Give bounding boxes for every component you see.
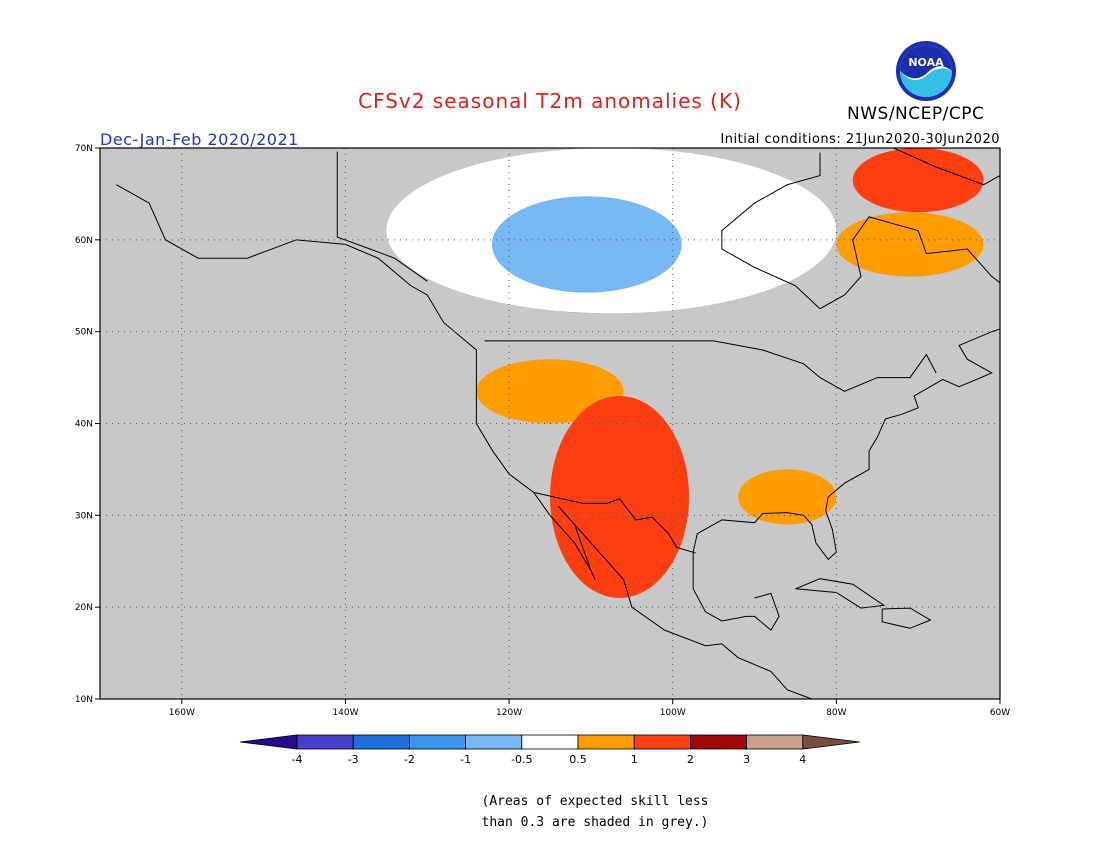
coastline-1 xyxy=(692,152,1000,631)
initial-conditions: Initial conditions: 21Jun2020-30Jun2020 xyxy=(720,132,1000,147)
colorbar-label: 3 xyxy=(743,753,750,766)
colorbar-box xyxy=(746,734,804,750)
lon-tick-label: 60W xyxy=(990,708,1010,718)
colorbar-label: -3 xyxy=(348,753,359,766)
lat-tick-label: 50N xyxy=(75,328,93,338)
coastline-4 xyxy=(336,151,428,282)
anomaly-region-6 xyxy=(836,212,984,277)
lat-tick-label: 70N xyxy=(75,144,93,154)
skill-note: (Areas of expected skill less than 0.3 a… xyxy=(0,791,1100,833)
anomaly-region-2 xyxy=(476,359,624,424)
colorbar-box xyxy=(296,734,354,750)
colorbar-label: 2 xyxy=(687,753,694,766)
period-label: Dec-Jan-Feb 2020/2021 xyxy=(100,130,299,149)
lon-tick-label: 160W xyxy=(169,708,195,718)
colorbar-box xyxy=(465,734,523,750)
lat-tick-label: 40N xyxy=(75,420,93,430)
colorbar-label: 1 xyxy=(631,753,638,766)
anomaly-region-cool-core xyxy=(491,196,682,293)
colorbar-box xyxy=(577,734,635,750)
coastline-7 xyxy=(893,148,1000,186)
colorbar-label: -0.5 xyxy=(511,753,532,766)
colorbar-box xyxy=(690,734,748,750)
colorbar-arrow-right xyxy=(802,734,860,750)
coastline-3 xyxy=(533,491,696,554)
anomaly-region-5 xyxy=(852,148,984,213)
colorbar-label: -2 xyxy=(404,753,415,766)
colorbar-box xyxy=(352,734,410,750)
skill-note-line-2: than 0.3 are shaded in grey.) xyxy=(481,815,709,830)
lat-tick-label: 10N xyxy=(75,695,93,705)
logo-text: NOAA xyxy=(908,56,944,69)
lon-tick-label: 140W xyxy=(332,708,358,718)
lat-tick-label: 20N xyxy=(75,603,93,613)
colorbar-label: -1 xyxy=(460,753,471,766)
lat-tick-label: 60N xyxy=(75,236,93,246)
colorbar-box xyxy=(633,734,691,750)
anomaly-region-4 xyxy=(738,469,837,525)
agency-label: NWS/NCEP/CPC xyxy=(847,104,985,124)
colorbar-label: 0.5 xyxy=(569,753,587,766)
colorbar-box xyxy=(408,734,466,750)
lon-tick-label: 120W xyxy=(496,708,522,718)
lat-tick-label: 30N xyxy=(75,511,93,521)
lon-tick-label: 100W xyxy=(660,708,686,718)
chart-title: CFSv2 seasonal T2m anomalies (K) xyxy=(358,89,742,113)
lon-tick-label: 80W xyxy=(826,708,846,718)
skill-note-line-1: (Areas of expected skill less xyxy=(481,794,709,809)
colorbar-box xyxy=(521,734,579,750)
colorbar-arrow-left xyxy=(239,734,298,750)
noaa-logo: NOAA xyxy=(896,41,956,101)
colorbar-label: 4 xyxy=(799,753,806,766)
coastline-6 xyxy=(881,607,932,629)
coastline-2 xyxy=(484,340,937,392)
colorbar-label: -4 xyxy=(292,753,303,766)
anomaly-region-3 xyxy=(550,395,690,598)
